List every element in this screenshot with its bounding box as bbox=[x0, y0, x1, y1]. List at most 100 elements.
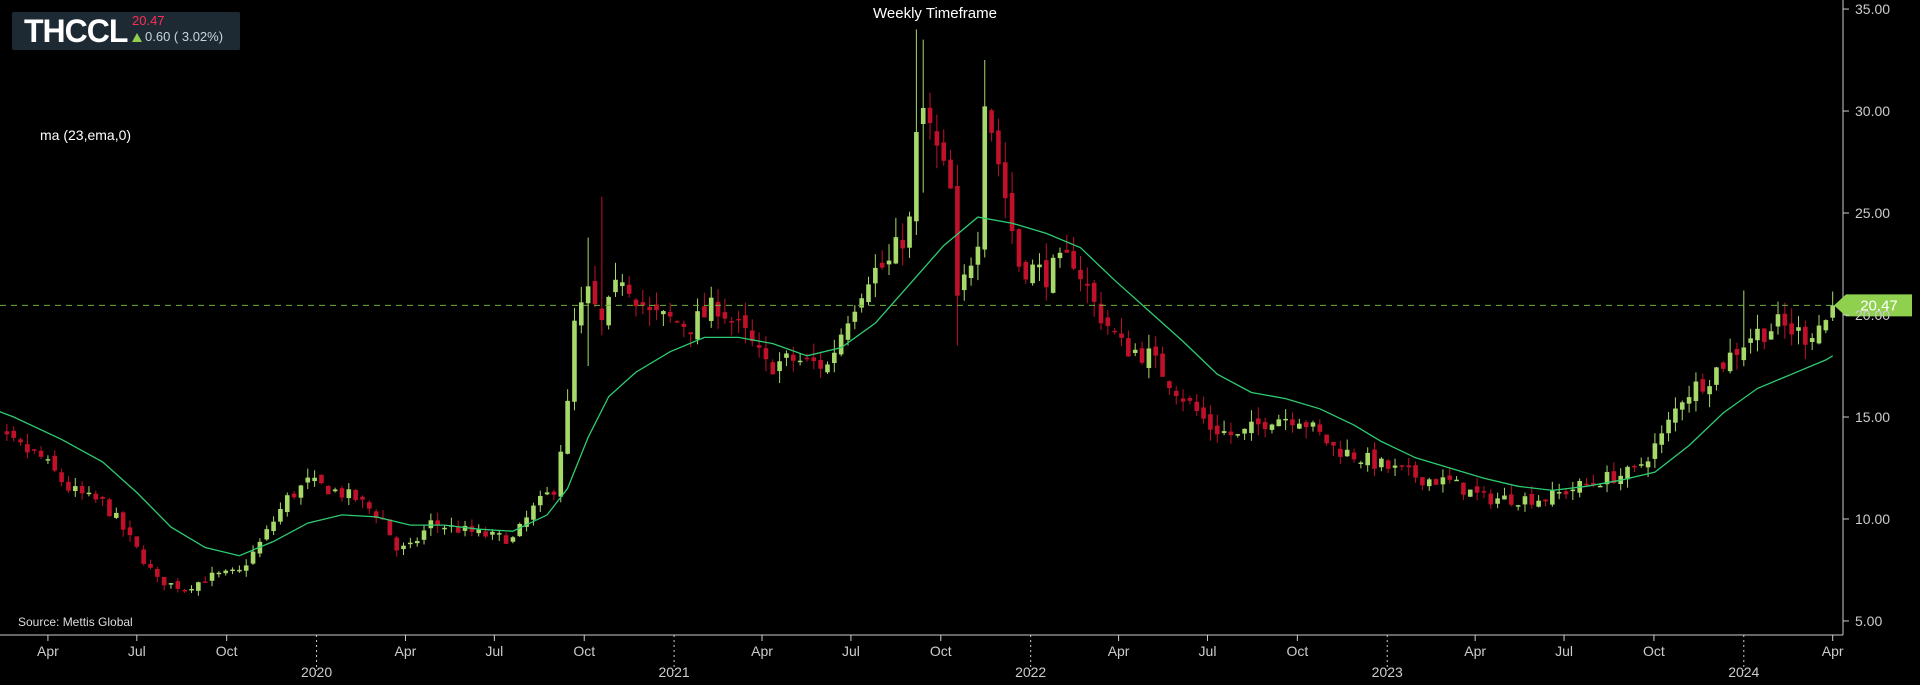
candle-body bbox=[271, 521, 276, 532]
x-tick-label: Apr bbox=[751, 643, 773, 659]
candle-body bbox=[1495, 498, 1500, 504]
candle-body bbox=[681, 323, 687, 327]
candle-body bbox=[1016, 229, 1022, 267]
candle-body bbox=[1317, 424, 1323, 432]
candle-body bbox=[1502, 495, 1507, 500]
candle-body bbox=[1433, 479, 1439, 485]
candle-body bbox=[1467, 489, 1473, 497]
candle-body bbox=[551, 491, 557, 495]
candle-body bbox=[955, 186, 960, 296]
candle-body bbox=[1214, 425, 1220, 435]
candle-body bbox=[1249, 421, 1254, 434]
candle-body bbox=[1105, 317, 1111, 327]
candle-body bbox=[1303, 422, 1309, 428]
candle-body bbox=[1385, 460, 1391, 469]
candle-body bbox=[243, 565, 249, 571]
candle-body bbox=[592, 280, 598, 305]
candle-body bbox=[1563, 491, 1569, 495]
ticker-change-value: 0.60 ( 3.02%) bbox=[145, 29, 224, 44]
candle-body bbox=[1126, 338, 1131, 357]
candle-body bbox=[1413, 465, 1418, 478]
candle-body bbox=[387, 519, 393, 536]
candle-body bbox=[544, 492, 550, 495]
candle-body bbox=[155, 568, 160, 577]
candle-body bbox=[1700, 379, 1706, 392]
candle-body bbox=[182, 589, 187, 592]
candle-body bbox=[1379, 458, 1384, 468]
candle-body bbox=[989, 110, 994, 133]
candle-body bbox=[86, 492, 92, 495]
candle-body bbox=[1508, 494, 1514, 505]
candle-body bbox=[1160, 353, 1165, 377]
candle-body bbox=[1714, 367, 1719, 385]
candle-body bbox=[120, 512, 126, 530]
candle-body bbox=[1037, 264, 1042, 268]
candle-body bbox=[715, 301, 721, 317]
candle-body bbox=[1365, 452, 1370, 466]
candle-body bbox=[873, 267, 878, 284]
candle-body bbox=[886, 260, 892, 265]
y-tick-label: 35.00 bbox=[1855, 1, 1890, 17]
y-tick-label: 30.00 bbox=[1855, 103, 1890, 119]
candle-body bbox=[490, 531, 495, 535]
candle-body bbox=[114, 512, 119, 518]
candle-body bbox=[1762, 328, 1767, 343]
candle-body bbox=[599, 308, 605, 320]
candle-body bbox=[1194, 401, 1200, 412]
candle-body bbox=[1064, 249, 1070, 253]
candle-body bbox=[695, 311, 700, 340]
candle-body bbox=[1043, 260, 1049, 288]
candle-body bbox=[1091, 282, 1097, 302]
candle-body bbox=[1297, 423, 1302, 429]
candle-body bbox=[1481, 491, 1487, 493]
candle-body bbox=[948, 159, 953, 189]
candle-body bbox=[900, 239, 905, 249]
candle-body bbox=[1632, 465, 1637, 468]
candle-body bbox=[1789, 323, 1794, 335]
y-tick-label: 25.00 bbox=[1855, 205, 1890, 221]
candle-body bbox=[722, 312, 728, 319]
candle-body bbox=[408, 542, 413, 545]
candle-body bbox=[250, 551, 256, 564]
candle-body bbox=[1679, 402, 1685, 410]
y-tick-label: 10.00 bbox=[1855, 511, 1890, 527]
candle-body bbox=[606, 296, 611, 326]
candle-body bbox=[278, 509, 283, 522]
x-tick-label: Apr bbox=[1108, 643, 1130, 659]
candle-body bbox=[100, 496, 105, 499]
candle-body bbox=[790, 354, 796, 361]
candle-body bbox=[401, 545, 406, 550]
candle-body bbox=[579, 302, 584, 326]
candle-body bbox=[1673, 408, 1678, 423]
candle-body bbox=[38, 450, 44, 457]
candle-body bbox=[1078, 269, 1083, 280]
candle-body bbox=[866, 284, 871, 303]
candle-body bbox=[1625, 466, 1630, 480]
candle-body bbox=[230, 569, 235, 572]
candle-body bbox=[1796, 327, 1801, 331]
candle-body bbox=[455, 526, 461, 533]
candle-body bbox=[59, 472, 64, 483]
x-tick-label: Apr bbox=[1464, 643, 1486, 659]
candle-body bbox=[975, 246, 981, 265]
source-label: Source: Mettis Global bbox=[18, 615, 133, 629]
candle-body bbox=[127, 527, 133, 536]
candle-body bbox=[1002, 162, 1008, 199]
candle-body bbox=[517, 523, 523, 537]
candle-body bbox=[756, 345, 762, 348]
candle-body bbox=[640, 302, 646, 306]
candle-body bbox=[893, 237, 899, 264]
ticker-change: 0.60 ( 3.02%) bbox=[132, 29, 223, 44]
candle-body bbox=[914, 131, 919, 222]
candle-body bbox=[879, 262, 885, 268]
candle-body bbox=[620, 282, 625, 287]
candle-body bbox=[1344, 449, 1350, 457]
candle-body bbox=[175, 581, 181, 589]
candle-body bbox=[189, 588, 194, 591]
candle-body bbox=[1262, 422, 1268, 430]
candle-body bbox=[537, 495, 543, 506]
candle-body bbox=[141, 549, 146, 564]
candle-body bbox=[1180, 398, 1186, 402]
candle-body bbox=[428, 520, 434, 529]
candle-body bbox=[421, 530, 427, 540]
